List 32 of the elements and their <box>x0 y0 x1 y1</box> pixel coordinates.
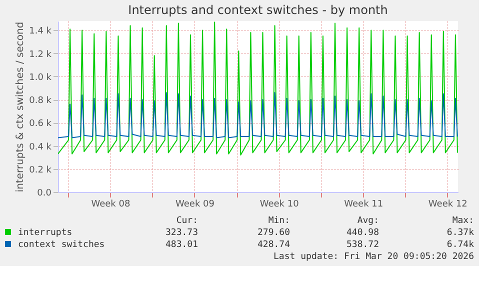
text: 279.60 <box>257 228 290 238</box>
y-tick-label: 0.8 k <box>29 96 52 106</box>
y-axis-title: interrupts & ctx switches / second <box>15 22 26 192</box>
x-tick-label: Week 09 <box>176 200 215 210</box>
text: Avg: <box>357 216 379 226</box>
y-tick-label: 1.4 k <box>29 26 52 37</box>
text: Last update: Fri Mar 20 09:05:20 2026 <box>274 252 474 262</box>
text: Max: <box>452 216 474 226</box>
y-tick-label: 0.0 <box>37 188 52 198</box>
x-tick-label: Week 11 <box>344 200 384 210</box>
x-tick-label: Week 12 <box>428 200 468 210</box>
line-series <box>58 92 458 138</box>
text: 428.74 <box>257 240 290 250</box>
y-tick-label: 0.6 k <box>29 119 52 130</box>
text: 483.01 <box>165 240 198 250</box>
text: Cur: <box>176 216 198 226</box>
legend-label: interrupts <box>18 228 72 238</box>
y-tick-label: 0.4 k <box>29 142 52 152</box>
line-series <box>58 22 458 156</box>
text: 538.72 <box>346 240 379 250</box>
y-tick-label: 0.2 k <box>29 165 52 176</box>
text: 323.73 <box>165 228 198 238</box>
x-tick-label: Week 10 <box>260 200 300 210</box>
text: Min: <box>268 216 290 226</box>
legend-label: context switches <box>18 240 105 250</box>
y-tick-label: 1.2 k <box>29 50 52 60</box>
text: 440.98 <box>346 228 379 238</box>
text: 6.74k <box>446 240 475 250</box>
y-tick-label: 1.0 k <box>29 72 52 83</box>
x-tick-label: Week 08 <box>91 200 130 210</box>
text: 6.37k <box>446 228 475 238</box>
chart-title: Interrupts and context switches - by month <box>128 3 388 17</box>
